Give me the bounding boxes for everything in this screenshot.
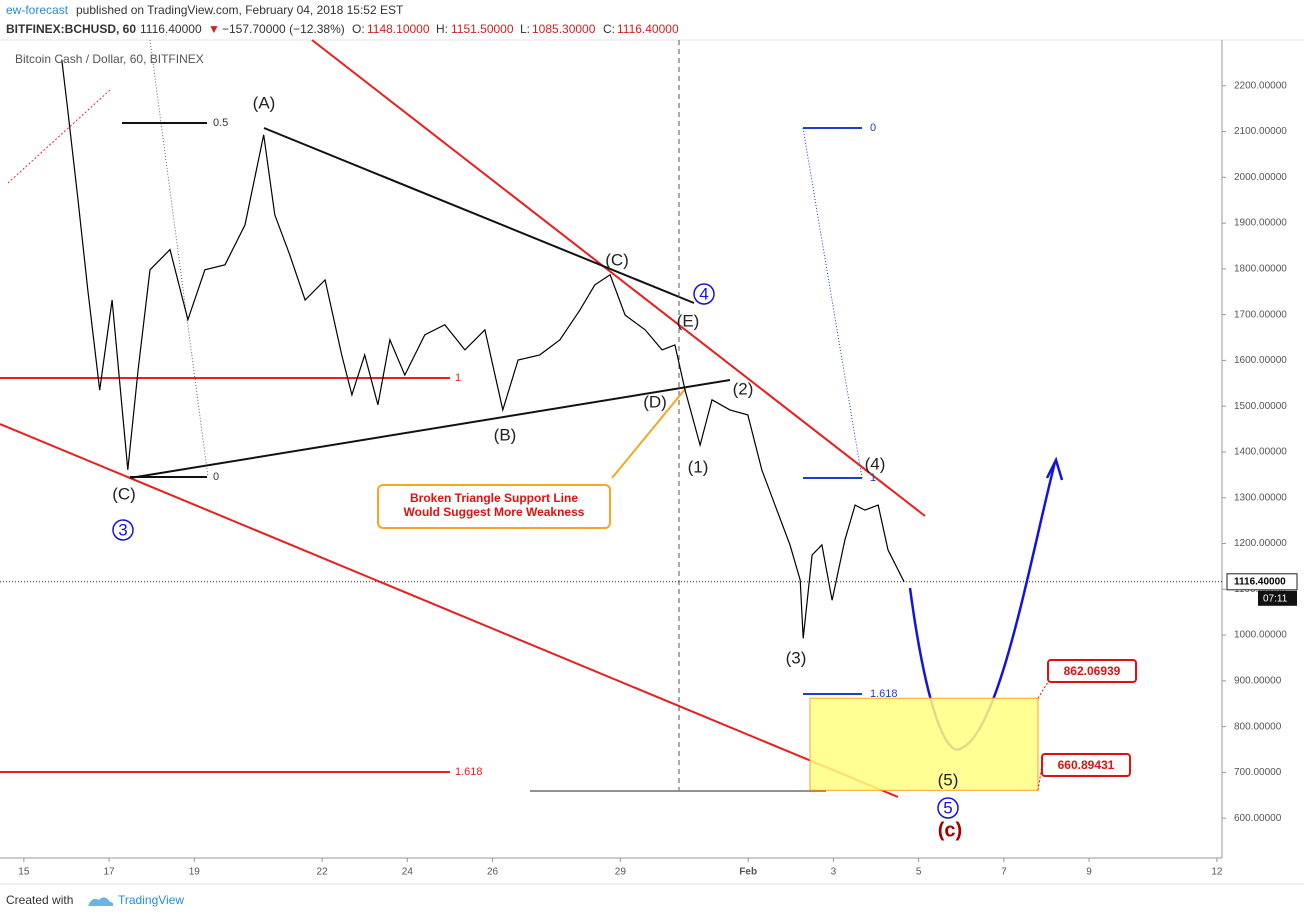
annotation: Would Suggest More Weakness bbox=[404, 505, 585, 519]
author[interactable]: ew-forecast bbox=[6, 3, 69, 17]
wave-circle bbox=[693, 283, 715, 305]
resistance-line bbox=[311, 39, 926, 517]
ohlc-label: L: bbox=[520, 22, 530, 36]
footer-brand[interactable]: TradingView bbox=[118, 893, 184, 907]
ohlc-label: C: bbox=[603, 22, 615, 36]
ohlc-value: 1151.50000 bbox=[451, 22, 514, 36]
dotted-trend bbox=[7, 89, 111, 184]
y-tick-label: 800.00000 bbox=[1234, 721, 1282, 732]
wave-label: 3 bbox=[118, 520, 127, 539]
y-tick-label: 1700.00000 bbox=[1234, 309, 1287, 320]
y-tick-label: 1800.00000 bbox=[1234, 264, 1287, 275]
wave-label: (4) bbox=[865, 454, 886, 473]
wave-circle bbox=[112, 519, 134, 541]
ohlc-value: 1085.30000 bbox=[532, 22, 596, 36]
fib-connector bbox=[802, 127, 863, 479]
countdown-tag bbox=[1258, 590, 1297, 606]
footer-logo bbox=[88, 897, 114, 906]
fib-label: 0 bbox=[213, 471, 219, 483]
wave-label: (1) bbox=[688, 457, 709, 476]
target-label: 862.06939 bbox=[1064, 664, 1121, 678]
last: 1116.40000 bbox=[140, 22, 202, 36]
wave-label: 4 bbox=[699, 284, 708, 303]
wave-label: 5 bbox=[943, 798, 952, 817]
wave-label: (A) bbox=[253, 93, 276, 112]
footer-created: Created with bbox=[6, 893, 73, 907]
x-tick-label: 17 bbox=[104, 867, 116, 878]
y-tick-label: 1200.00000 bbox=[1234, 538, 1287, 549]
y-tick-label: 1400.00000 bbox=[1234, 447, 1287, 458]
fib-label: 0 bbox=[870, 122, 876, 134]
y-tick-label: 2000.00000 bbox=[1234, 172, 1287, 183]
fib-label: 0.5 bbox=[213, 117, 228, 129]
ohlc-value: 1148.10000 bbox=[367, 22, 430, 36]
wave-label: (2) bbox=[733, 379, 754, 398]
y-tick-label: 2200.00000 bbox=[1234, 80, 1287, 91]
ohlc-value: 1116.40000 bbox=[617, 22, 679, 36]
wave-label: (c) bbox=[938, 819, 962, 841]
change: −157.70000 (−12.38%) bbox=[222, 22, 345, 36]
annotation-box bbox=[377, 484, 611, 529]
wave-label: (E) bbox=[677, 311, 700, 330]
x-tick-label: 3 bbox=[831, 867, 837, 878]
annotation: Broken Triangle Support Line bbox=[410, 491, 578, 505]
x-tick-label: 9 bbox=[1086, 867, 1092, 878]
x-tick-label: 15 bbox=[18, 867, 30, 878]
callout-pointer bbox=[611, 387, 687, 479]
last-price-label: 1116.40000 bbox=[1234, 576, 1286, 587]
y-tick-label: 1500.00000 bbox=[1234, 401, 1287, 412]
price-line bbox=[61, 59, 905, 639]
fib-label: 1 bbox=[870, 472, 876, 484]
wave-label: (D) bbox=[643, 392, 667, 411]
target-label: 660.89431 bbox=[1058, 758, 1115, 772]
y-tick-label: 2100.00000 bbox=[1234, 126, 1287, 137]
channel-line bbox=[0, 423, 899, 798]
countdown: 07:11 bbox=[1263, 593, 1288, 604]
target-pointer bbox=[1037, 681, 1049, 699]
wave-label: (3) bbox=[786, 648, 807, 667]
x-tick-label: Feb bbox=[739, 867, 757, 878]
triangle-upper bbox=[263, 127, 695, 304]
y-tick-label: 900.00000 bbox=[1234, 675, 1282, 686]
wave-label: (5) bbox=[938, 770, 959, 789]
y-tick-label: 1000.00000 bbox=[1234, 630, 1287, 641]
x-tick-label: 24 bbox=[402, 867, 414, 878]
wave-label: (B) bbox=[494, 425, 517, 444]
fib-label: 1.618 bbox=[870, 688, 898, 700]
fib-label: 1 bbox=[455, 372, 461, 384]
triangle-lower bbox=[129, 379, 731, 479]
target-zone bbox=[809, 697, 1039, 791]
y-tick-label: 1900.00000 bbox=[1234, 218, 1287, 229]
y-tick-label: 1300.00000 bbox=[1234, 492, 1287, 503]
x-tick-label: 22 bbox=[317, 867, 329, 878]
chart-title: Bitcoin Cash / Dollar, 60, BITFINEX bbox=[15, 52, 204, 66]
ohlc-label: O: bbox=[352, 22, 365, 36]
x-tick-label: 12 bbox=[1211, 867, 1223, 878]
x-tick-label: 19 bbox=[189, 867, 201, 878]
wave-label: (C) bbox=[112, 484, 136, 503]
target-pointer bbox=[1037, 764, 1043, 791]
wave-circle bbox=[937, 797, 959, 819]
target-label-box bbox=[1047, 659, 1137, 683]
x-tick-label: 7 bbox=[1001, 867, 1007, 878]
y-tick-label: 1600.00000 bbox=[1234, 355, 1287, 366]
projection-arrow bbox=[1045, 456, 1064, 481]
ohlc-label: H: bbox=[436, 22, 448, 36]
y-tick-label: 600.00000 bbox=[1234, 813, 1282, 824]
arrow: ▼ bbox=[208, 22, 220, 36]
published: published on TradingView.com, February 0… bbox=[76, 3, 404, 17]
x-tick-label: 5 bbox=[916, 867, 922, 878]
x-tick-label: 26 bbox=[487, 867, 499, 878]
wave-label: (C) bbox=[605, 250, 629, 269]
symbol: BITFINEX:BCHUSD, 60 bbox=[6, 22, 136, 36]
y-tick-label: 700.00000 bbox=[1234, 767, 1282, 778]
fib-label: 1.618 bbox=[455, 766, 483, 778]
x-tick-label: 29 bbox=[615, 867, 627, 878]
last-price-tag bbox=[1226, 573, 1298, 591]
